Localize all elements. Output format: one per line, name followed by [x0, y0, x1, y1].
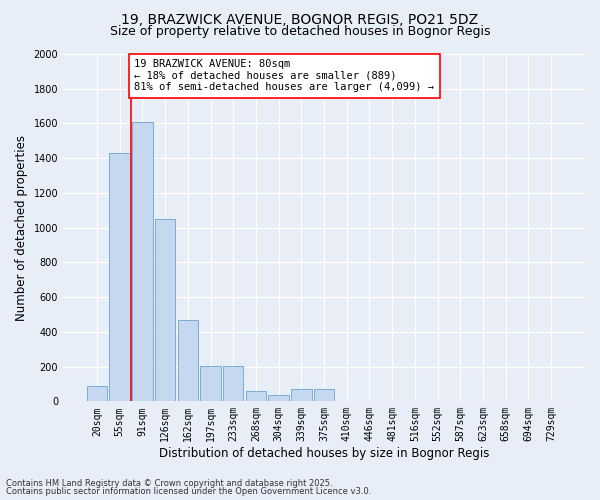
Bar	[178, 320, 198, 402]
Bar	[200, 366, 221, 402]
Bar	[155, 219, 175, 402]
Bar	[245, 391, 266, 402]
Bar	[268, 396, 289, 402]
Text: 19 BRAZWICK AVENUE: 80sqm
← 18% of detached houses are smaller (889)
81% of semi: 19 BRAZWICK AVENUE: 80sqm ← 18% of detac…	[134, 59, 434, 92]
Text: Contains public sector information licensed under the Open Government Licence v3: Contains public sector information licen…	[6, 487, 371, 496]
Text: Size of property relative to detached houses in Bognor Regis: Size of property relative to detached ho…	[110, 25, 490, 38]
Y-axis label: Number of detached properties: Number of detached properties	[15, 134, 28, 320]
Bar	[132, 122, 152, 402]
Bar	[314, 389, 334, 402]
Text: 19, BRAZWICK AVENUE, BOGNOR REGIS, PO21 5DZ: 19, BRAZWICK AVENUE, BOGNOR REGIS, PO21 …	[121, 12, 479, 26]
Bar	[291, 389, 311, 402]
Bar	[87, 386, 107, 402]
X-axis label: Distribution of detached houses by size in Bognor Regis: Distribution of detached houses by size …	[159, 447, 489, 460]
Bar	[223, 366, 244, 402]
Bar	[109, 153, 130, 402]
Text: Contains HM Land Registry data © Crown copyright and database right 2025.: Contains HM Land Registry data © Crown c…	[6, 478, 332, 488]
